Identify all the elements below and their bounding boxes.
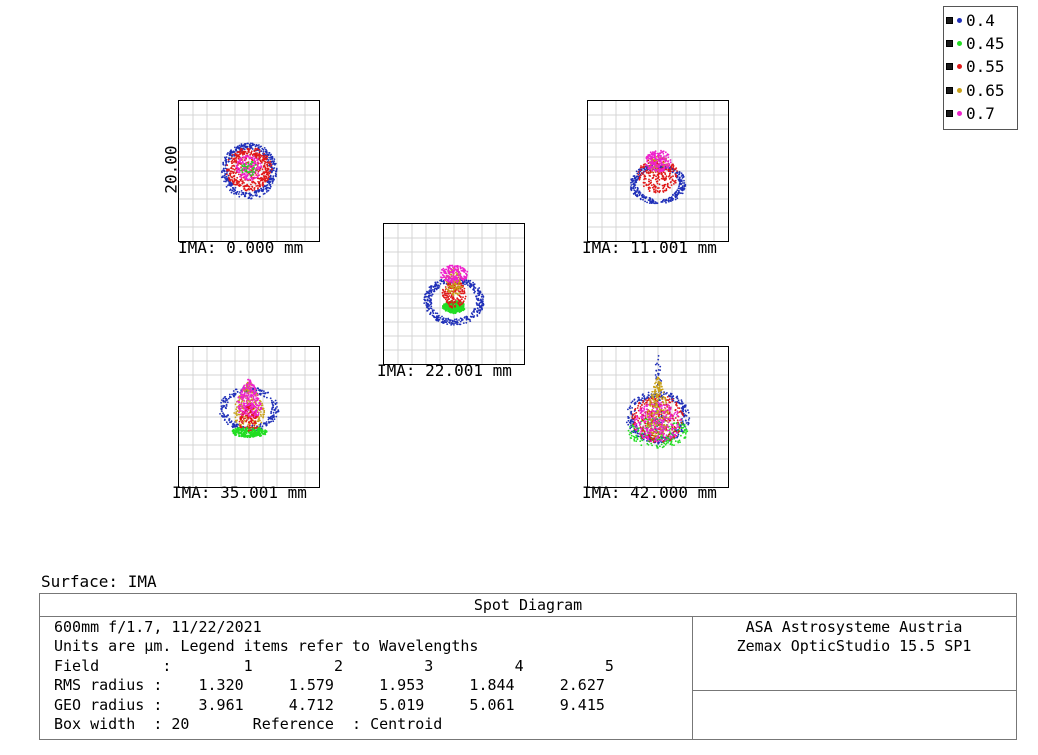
spot-box-field-2 bbox=[587, 100, 729, 242]
units-note: Units are µm. Legend items refer to Wave… bbox=[54, 637, 479, 655]
spot-box-field-3 bbox=[383, 223, 525, 365]
legend-item-5: 0.7 bbox=[946, 102, 995, 124]
table-title: Spot Diagram bbox=[40, 594, 1016, 617]
spot-plot-field-3 bbox=[384, 224, 524, 364]
legend-dot-icon bbox=[957, 40, 962, 46]
field-label-3: IMA: 22.001 mm bbox=[377, 361, 512, 380]
legend-dot-icon bbox=[957, 63, 962, 69]
legend-label: 0.4 bbox=[966, 10, 995, 30]
legend-label: 0.7 bbox=[966, 103, 995, 123]
spot-box-field-4 bbox=[178, 346, 320, 488]
rms-radius-row: RMS radius : 1.320 1.579 1.953 1.844 2.6… bbox=[54, 676, 605, 694]
spot-plot-field-1 bbox=[179, 101, 319, 241]
legend-item-1: 0.4 bbox=[946, 9, 995, 31]
legend-swatch-icon bbox=[946, 16, 953, 24]
box-width-row: Box width : 20 Reference : Centroid bbox=[54, 715, 443, 733]
surface-label: Surface: IMA bbox=[41, 572, 157, 591]
field-label-4: IMA: 35.001 mm bbox=[172, 483, 307, 502]
software-version: Zemax OpticStudio 15.5 SP1 bbox=[736, 637, 972, 655]
legend-swatch-icon bbox=[946, 86, 953, 94]
wavelength-legend: 0.4 0.45 0.55 0.65 0.7 bbox=[943, 6, 1018, 130]
field-label-5: IMA: 42.000 mm bbox=[582, 483, 717, 502]
spot-plot-field-4 bbox=[179, 347, 319, 487]
spot-plot-field-5 bbox=[588, 347, 728, 487]
info-table: Spot Diagram 600mm f/1.7, 11/22/2021 Uni… bbox=[39, 593, 1017, 740]
table-divider bbox=[692, 616, 693, 739]
legend-item-4: 0.65 bbox=[946, 79, 1005, 101]
spot-box-field-5 bbox=[587, 346, 729, 488]
legend-item-3: 0.55 bbox=[946, 55, 1005, 77]
legend-dot-icon bbox=[957, 87, 962, 93]
table-divider bbox=[692, 690, 1016, 691]
field-label-2: IMA: 11.001 mm bbox=[582, 238, 717, 257]
company-name: ASA Astrosysteme Austria bbox=[745, 618, 963, 636]
legend-label: 0.55 bbox=[966, 56, 1005, 76]
legend-dot-icon bbox=[957, 110, 962, 116]
legend-item-2: 0.45 bbox=[946, 32, 1005, 54]
legend-label: 0.65 bbox=[966, 80, 1005, 100]
legend-swatch-icon bbox=[946, 39, 953, 47]
field-row: Field : 1 2 3 4 5 bbox=[54, 657, 614, 675]
spot-plot-field-2 bbox=[588, 101, 728, 241]
field-label-1: IMA: 0.000 mm bbox=[178, 238, 304, 257]
legend-swatch-icon bbox=[946, 62, 953, 70]
legend-swatch-icon bbox=[946, 109, 953, 117]
lens-description: 600mm f/1.7, 11/22/2021 bbox=[54, 618, 262, 636]
spot-box-field-1 bbox=[178, 100, 320, 242]
legend-dot-icon bbox=[957, 17, 962, 23]
legend-label: 0.45 bbox=[966, 33, 1005, 53]
geo-radius-row: GEO radius : 3.961 4.712 5.019 5.061 9.4… bbox=[54, 696, 605, 714]
